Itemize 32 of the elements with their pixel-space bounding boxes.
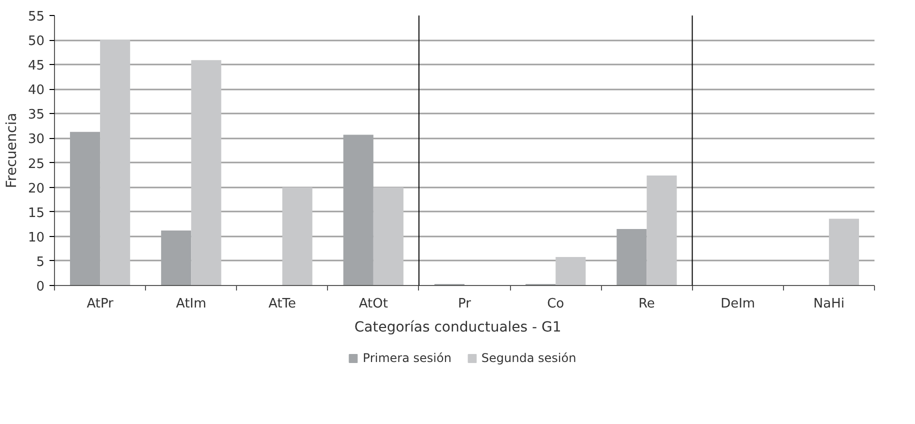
y-tick-label: 45 <box>28 58 45 74</box>
x-tick-label: Re <box>638 296 655 312</box>
x-tick-label: Pr <box>458 296 472 312</box>
bar <box>556 257 586 286</box>
bar <box>373 187 404 286</box>
legend-label: Primera sesión <box>362 351 452 365</box>
x-tick-label: DeIm <box>720 296 756 312</box>
bar <box>646 176 677 286</box>
x-axis-title: Categorías conductuales - G1 <box>354 320 562 336</box>
y-tick-label: 40 <box>28 83 45 98</box>
y-tick-label: 25 <box>28 156 45 172</box>
y-tick-label: 30 <box>28 132 45 148</box>
x-tick-label: AtOt <box>358 296 388 312</box>
y-tick-label: 15 <box>28 206 45 221</box>
y-tick-label: 55 <box>28 10 45 24</box>
x-tick-label: AtTe <box>268 296 296 312</box>
y-tick-label: 50 <box>28 34 45 50</box>
x-tick-label: AtPr <box>86 296 114 312</box>
y-tick-label: 20 <box>28 181 45 196</box>
legend-label: Segunda sesión <box>481 351 576 365</box>
bar <box>828 218 860 286</box>
y-tick-label: 5 <box>36 254 45 270</box>
y-tick-label: 35 <box>28 108 45 123</box>
bar <box>191 60 222 286</box>
y-tick-label: 10 <box>28 230 45 246</box>
y-tick-label: 0 <box>36 280 45 294</box>
x-tick-label: AtIm <box>176 296 206 312</box>
x-tick-label: NaHi <box>813 296 844 312</box>
bar <box>282 187 312 286</box>
y-axis-title: Frecuencia <box>4 112 20 188</box>
x-tick-label: Co <box>547 296 564 312</box>
bar <box>100 40 130 286</box>
